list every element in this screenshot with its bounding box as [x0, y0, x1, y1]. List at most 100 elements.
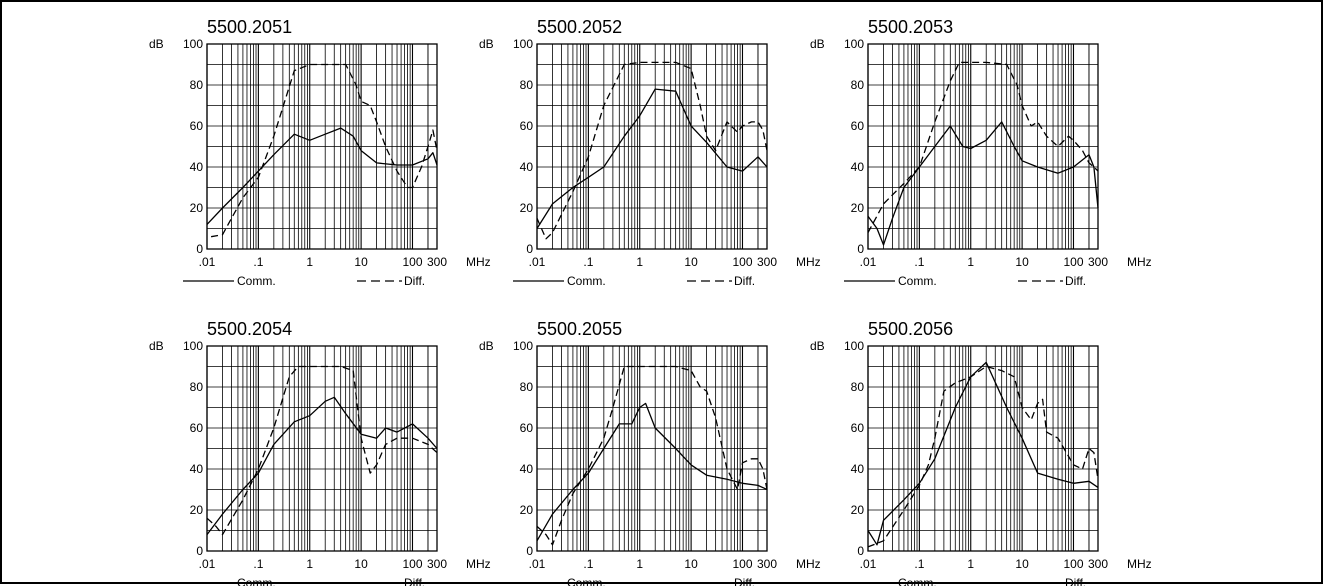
series-line-diff: [536, 365, 768, 546]
x-tick-label: 1: [306, 255, 313, 269]
y-tick-label: 80: [190, 78, 204, 92]
plot-frame: [867, 345, 1099, 552]
x-tick-label: .01: [860, 255, 877, 269]
legend-label-comm: Comm.: [237, 576, 276, 586]
y-tick-label: 100: [844, 37, 864, 51]
y-tick-label: 100: [513, 339, 533, 353]
x-tick-label: .1: [253, 255, 263, 269]
y-tick-label: 60: [851, 421, 865, 435]
x-tick-label: 300: [1088, 557, 1108, 571]
x-tick-label: .01: [199, 255, 216, 269]
y-tick-label: 40: [851, 160, 865, 174]
legend-label-diff: Diff.: [1065, 576, 1086, 586]
x-unit-label: MHz: [466, 255, 491, 269]
x-tick-label: 100: [732, 557, 752, 571]
series-line-comm: [867, 361, 1099, 546]
x-tick-label: 10: [1015, 557, 1029, 571]
series-line-comm: [867, 121, 1099, 246]
x-tick-label: 1: [967, 255, 974, 269]
chart-title: 5500.2052: [537, 17, 622, 37]
x-tick-label: .01: [529, 255, 546, 269]
x-tick-label: .1: [583, 255, 593, 269]
y-axis-label: dB: [810, 37, 825, 51]
y-tick-label: 20: [851, 201, 865, 215]
series-line-comm: [206, 396, 438, 535]
x-tick-label: 1: [967, 557, 974, 571]
legend-label-comm: Comm.: [898, 274, 937, 288]
x-tick-label: 1: [636, 255, 643, 269]
x-tick-label: 300: [427, 255, 447, 269]
y-tick-label: 80: [851, 78, 865, 92]
y-tick-label: 40: [851, 462, 865, 476]
series-line-diff: [867, 61, 1099, 233]
y-tick-label: 80: [190, 380, 204, 394]
x-unit-label: MHz: [1127, 255, 1152, 269]
y-tick-label: 40: [190, 462, 204, 476]
chart-title: 5500.2054: [207, 319, 292, 339]
y-tick-label: 20: [190, 503, 204, 517]
plot-frame: [536, 43, 768, 250]
plot-frame: [867, 43, 1099, 250]
y-tick-label: 0: [526, 242, 533, 256]
x-unit-label: MHz: [466, 557, 491, 571]
legend-label-comm: Comm.: [567, 274, 606, 288]
y-axis-label: dB: [479, 37, 494, 51]
legend-label-diff: Diff.: [404, 274, 425, 288]
y-tick-label: 60: [190, 119, 204, 133]
y-tick-label: 100: [183, 339, 203, 353]
y-tick-label: 60: [851, 119, 865, 133]
y-tick-label: 0: [196, 544, 203, 558]
y-tick-label: 0: [857, 544, 864, 558]
y-tick-label: 0: [196, 242, 203, 256]
x-tick-label: 100: [402, 255, 422, 269]
y-axis-label: dB: [149, 37, 164, 51]
y-tick-label: 20: [851, 503, 865, 517]
x-tick-label: 10: [1015, 255, 1029, 269]
y-tick-label: 40: [520, 160, 534, 174]
y-tick-label: 100: [183, 37, 203, 51]
x-tick-label: 100: [732, 255, 752, 269]
x-unit-label: MHz: [1127, 557, 1152, 571]
x-tick-label: 300: [427, 557, 447, 571]
chart-panel: 5500.2053 dB 0 20 40 60 80 100 .01 .1 1 10 100 300 MHz…: [810, 17, 1152, 288]
x-tick-label: .1: [914, 255, 924, 269]
legend-label-comm: Comm.: [567, 576, 606, 586]
y-axis-label: dB: [479, 339, 494, 353]
x-tick-label: 1: [306, 557, 313, 571]
legend-label-comm: Comm.: [237, 274, 276, 288]
y-axis-label: dB: [810, 339, 825, 353]
x-tick-label: .1: [583, 557, 593, 571]
x-tick-label: .01: [199, 557, 216, 571]
y-tick-label: 80: [520, 380, 534, 394]
y-tick-label: 0: [526, 544, 533, 558]
y-tick-label: 20: [520, 201, 534, 215]
plot-frame: [206, 43, 438, 250]
x-tick-label: .01: [860, 557, 877, 571]
series-line-comm: [536, 402, 768, 542]
series-line-diff: [210, 63, 438, 238]
y-tick-label: 40: [520, 462, 534, 476]
x-tick-label: .1: [914, 557, 924, 571]
chart-title: 5500.2051: [207, 17, 292, 37]
series-line-diff: [206, 365, 438, 536]
series-line-diff: [867, 365, 1099, 548]
chart-panel: 5500.2055 dB 0 20 40 60 80 100 .01 .1 1 10 100 300 MHz…: [479, 319, 821, 586]
y-tick-label: 20: [190, 201, 204, 215]
legend-label-diff: Diff.: [734, 576, 755, 586]
x-tick-label: .01: [529, 557, 546, 571]
y-tick-label: 0: [857, 242, 864, 256]
x-tick-label: 100: [402, 557, 422, 571]
legend-label-diff: Diff.: [404, 576, 425, 586]
x-tick-label: 300: [757, 557, 777, 571]
x-tick-label: 10: [684, 255, 698, 269]
legend-label-diff: Diff.: [734, 274, 755, 288]
legend-label-comm: Comm.: [898, 576, 937, 586]
x-unit-label: MHz: [796, 255, 821, 269]
y-tick-label: 100: [844, 339, 864, 353]
y-tick-label: 60: [520, 421, 534, 435]
plot-frame: [536, 345, 768, 552]
x-tick-label: 10: [354, 255, 368, 269]
chart-panel: 5500.2051 dB 0 20 40 60 80 100 .01 .1 1 10 100 300 MHz…: [149, 17, 491, 288]
y-tick-label: 60: [520, 119, 534, 133]
